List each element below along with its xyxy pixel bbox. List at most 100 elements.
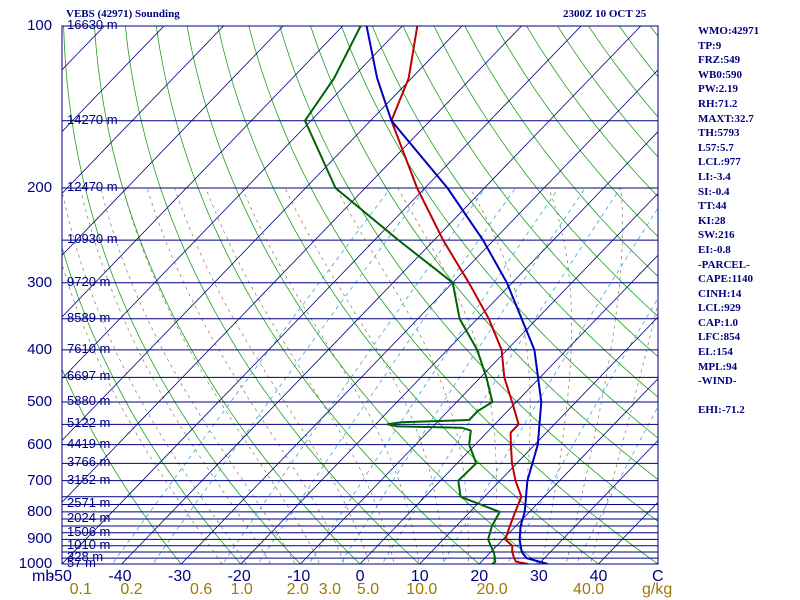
- isotherm: [62, 26, 284, 256]
- index-row: -PARCEL-: [698, 258, 750, 271]
- mixing-ratio-line: [575, 406, 658, 564]
- mixing-ratio-line: [442, 207, 658, 564]
- mixing-ratio-label: 3.0: [318, 581, 342, 598]
- pressure-label: 300: [27, 273, 53, 291]
- moist-adiabat: [565, 187, 623, 564]
- temperature-label: 10: [410, 568, 429, 585]
- dry-adiabat: [248, 26, 658, 564]
- index-row: SW:216: [698, 229, 735, 242]
- temperature-label: 40: [589, 568, 608, 585]
- mixing-ratio-label: 40.0: [573, 581, 605, 598]
- index-row: CINH:14: [698, 287, 742, 300]
- pressure-label: 100: [27, 17, 53, 34]
- temperature-label: -20: [227, 568, 251, 585]
- height-label: 1010 m: [67, 536, 111, 552]
- index-row: WMO:42971: [698, 25, 760, 37]
- height-label: 14270 m: [67, 111, 118, 127]
- index-row: FRZ:549: [698, 54, 741, 67]
- index-row: MAXT:32.7: [698, 112, 754, 125]
- pressure-label: 600: [27, 435, 53, 453]
- index-row: MPL:94: [698, 360, 738, 373]
- isotherm: [538, 439, 658, 564]
- moist-adiabat: [241, 187, 420, 564]
- dry-adiabat: [464, 26, 658, 277]
- isotherm: [478, 378, 658, 564]
- index-row: TT:44: [698, 200, 727, 213]
- pressure-label: 1000: [18, 555, 53, 572]
- index-row: CAPE:1140: [698, 273, 753, 286]
- isotherm: [62, 26, 225, 194]
- index-row: CAP:1.0: [698, 316, 739, 329]
- index-row: RH:71.2: [698, 97, 738, 110]
- pressure-label: 800: [27, 502, 53, 520]
- height-label: 4419 m: [67, 435, 111, 451]
- temperature-profile: [390, 26, 529, 564]
- mixing-ratio-label: 0.2: [120, 581, 143, 598]
- mixing-ratio-line: [308, 187, 559, 564]
- dry-adiabat: [341, 26, 658, 439]
- height-label: 8589 m: [67, 309, 111, 325]
- isotherm: [62, 26, 463, 442]
- pressure-label: 500: [27, 393, 53, 411]
- moist-adiabat: [397, 187, 497, 564]
- isotherm: [62, 26, 582, 564]
- isotherm: [121, 26, 642, 564]
- mixing-ratio-unit-label: g/kg: [642, 581, 673, 598]
- dry-adiabat: [124, 26, 421, 564]
- index-row: L57:5.7: [698, 141, 734, 154]
- sounding-time: 2300Z 10 OCT 25: [563, 8, 647, 20]
- dewpoint-profile: [304, 26, 501, 564]
- moist-adiabat: [62, 263, 223, 564]
- moist-adiabat: [284, 187, 445, 564]
- dry-adiabat: [63, 26, 301, 564]
- dry-adiabat: [279, 26, 658, 522]
- index-row: SI:-0.4: [698, 185, 730, 198]
- mixing-ratio-line: [111, 187, 391, 564]
- index-row: EI:-0.8: [698, 243, 731, 256]
- parcel-profile: [365, 26, 548, 564]
- isotherm: [359, 254, 658, 564]
- mixing-ratio-label: 5.0: [356, 581, 380, 598]
- isotherm: [240, 131, 658, 564]
- height-label: 5880 m: [67, 393, 111, 409]
- mixing-ratio-label: 0.6: [190, 581, 213, 598]
- moist-adiabat: [122, 187, 321, 564]
- index-row: -WIND-: [698, 375, 737, 388]
- isotherm: [62, 26, 165, 133]
- isotherm: [419, 316, 658, 564]
- mixing-ratio-label: 10.0: [406, 581, 438, 598]
- mixing-ratio-label: 0.1: [69, 581, 92, 598]
- index-row: TH:5793: [698, 127, 740, 140]
- plot-background: [62, 26, 658, 564]
- dry-adiabat: [62, 368, 182, 564]
- height-label: 328 m: [67, 549, 104, 565]
- temperature-label: -10: [287, 568, 311, 585]
- index-row: TP:9: [698, 39, 722, 52]
- mixing-ratio-line: [152, 187, 426, 564]
- pressure-label: 200: [27, 178, 53, 196]
- height-label: 57 m: [67, 555, 96, 570]
- height-label: 3766 m: [67, 454, 111, 470]
- dry-adiabat: [433, 26, 658, 317]
- pressure-label: 700: [27, 471, 53, 489]
- height-label: 6697 m: [67, 368, 111, 384]
- isotherm: [62, 26, 523, 503]
- height-label: 1506 m: [67, 523, 111, 539]
- index-row: WB0:590: [698, 68, 742, 81]
- height-label: 2571 m: [67, 495, 111, 511]
- height-label: 7610 m: [67, 340, 111, 356]
- mixing-ratio-label: 2.0: [286, 581, 309, 598]
- height-label: 3152 m: [67, 471, 111, 487]
- mixing-ratio-line: [257, 187, 516, 564]
- height-label: 2024 m: [67, 510, 111, 526]
- mixing-ratio-line: [506, 297, 658, 564]
- index-row: EL:154: [698, 346, 733, 359]
- isotherm: [0, 14, 56, 575]
- dry-adiabat: [402, 26, 658, 358]
- isotherm: [62, 26, 403, 380]
- mixing-ratio-line: [222, 187, 486, 564]
- index-row: LCL:977: [698, 156, 741, 169]
- indices-panel: WMO:42971 TP:9 FRZ:549 WB0:590 PW:2.19 RH:71.…: [698, 24, 759, 418]
- temperature-label: C: [652, 568, 664, 585]
